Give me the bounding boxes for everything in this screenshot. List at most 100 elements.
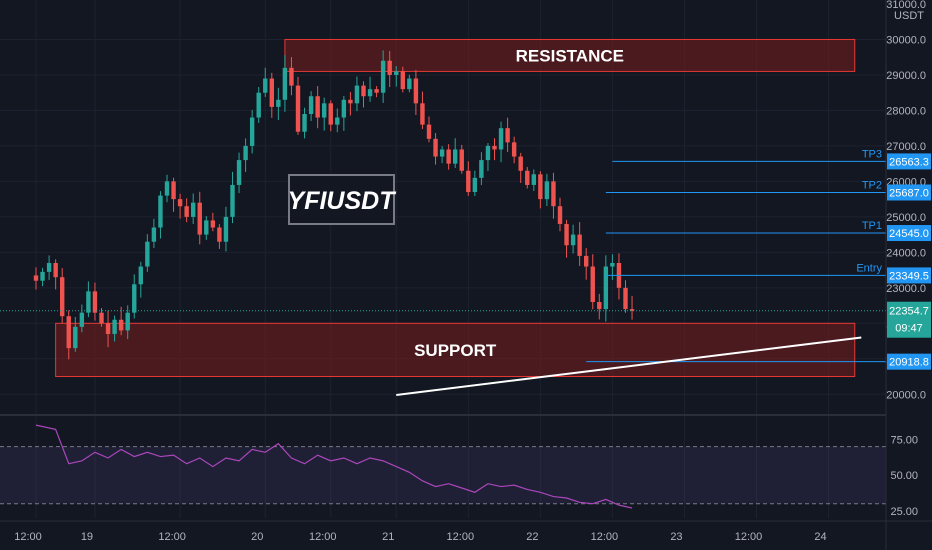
price-tick: 28000.0: [886, 105, 926, 117]
price-tick: 30000.0: [886, 34, 926, 46]
candle-body: [459, 149, 464, 171]
level-tag: 25687.0: [889, 187, 929, 199]
candle-body: [223, 216, 229, 242]
candle-body: [492, 145, 497, 150]
candle-body: [518, 156, 523, 171]
candle-body: [367, 89, 373, 97]
rsi-tick: 75.00: [890, 434, 918, 446]
candle-body: [629, 309, 635, 311]
candle-body: [570, 234, 576, 246]
price-tick: 23000.0: [886, 283, 926, 295]
candle-body: [33, 275, 39, 281]
price-tick: 27000.0: [886, 141, 926, 153]
candle-body: [276, 99, 281, 107]
symbol-label: YFIUSDT: [288, 187, 398, 215]
candle-body: [413, 78, 419, 104]
price-tick: 20000.0: [886, 389, 926, 401]
candle-body: [348, 99, 353, 104]
candle-body: [256, 92, 261, 118]
level-tag: 24545.0: [889, 228, 929, 240]
candle-body: [263, 78, 268, 93]
current-price-tag: 22354.7: [889, 306, 929, 318]
candle-body: [217, 227, 222, 242]
candle-body: [433, 138, 438, 157]
candle-body: [118, 319, 124, 331]
rsi-tick: 25.00: [890, 506, 918, 518]
candle-body: [584, 255, 589, 267]
time-tick: 12:00: [14, 531, 42, 543]
zone-label-resistance: RESISTANCE: [516, 46, 624, 65]
candle-body: [184, 206, 189, 217]
candle-body: [315, 96, 320, 118]
time-tick: 21: [382, 531, 394, 543]
candle-body: [597, 302, 602, 310]
time-tick: 12:00: [447, 531, 475, 543]
candle-body: [145, 241, 150, 267]
level-tag: 23349.5: [889, 270, 929, 282]
candle-body: [151, 227, 157, 242]
candle-countdown: 09:47: [895, 323, 923, 335]
candle-body: [551, 181, 556, 207]
candle-body: [466, 170, 471, 193]
candle-body: [53, 262, 58, 278]
candle-body: [282, 67, 288, 100]
candle-body: [177, 199, 183, 207]
overlay: YFIUSDT: [288, 174, 862, 396]
level-tag-bg: [887, 184, 931, 201]
price-tick: 25000.0: [886, 212, 926, 224]
time-tick: 19: [81, 531, 93, 543]
level-name-tp2: TP2: [862, 179, 882, 191]
candle-body: [158, 195, 163, 228]
level-name-tp1: TP1: [862, 220, 882, 232]
current-price-tag-bg: [887, 301, 931, 338]
candle-body: [446, 149, 451, 164]
candle-body: [79, 312, 85, 327]
candle-body: [40, 271, 45, 281]
level-tag: 20918.8: [889, 357, 929, 369]
time-tick: 20: [251, 531, 263, 543]
time-tick: 12:00: [158, 531, 186, 543]
candle-body: [577, 234, 582, 256]
level-tag-bg: [887, 225, 931, 242]
trendline: [396, 336, 862, 396]
candle-body: [112, 319, 117, 334]
levels: TP3 TP2 TP1 Entry: [0, 148, 886, 363]
candle-body: [197, 202, 202, 235]
candle-body: [498, 128, 504, 150]
candle-body: [426, 124, 432, 139]
candle-body: [138, 266, 143, 285]
candle-body: [171, 181, 176, 200]
rsi-line: [35, 424, 633, 509]
level-tag-bg: [887, 153, 931, 170]
time-tick: 12:00: [309, 531, 337, 543]
candle-body: [361, 85, 366, 97]
price-top-label: 31000.0: [886, 0, 926, 11]
zone-support: [55, 322, 856, 378]
candle-body: [86, 291, 91, 313]
candle-body: [354, 85, 360, 104]
candle-body: [60, 277, 65, 317]
candle-body: [479, 160, 484, 178]
time-tick: 12:00: [591, 531, 619, 543]
candle-body: [407, 78, 412, 90]
candle-body: [590, 266, 595, 303]
candle-body: [505, 128, 510, 143]
candle-body: [125, 312, 130, 331]
candle-body: [236, 160, 242, 185]
symbol-box: [288, 174, 395, 225]
candle-body: [380, 60, 386, 93]
candle-body: [269, 78, 274, 107]
candle-body: [394, 71, 399, 75]
candle-body: [46, 262, 52, 272]
candle-body: [341, 99, 347, 118]
candle-body: [525, 170, 530, 185]
candle-body: [105, 323, 111, 334]
price-tick: 24000.0: [886, 247, 926, 259]
candle-body: [249, 117, 255, 146]
rsi-band: [0, 446, 886, 504]
candle-body: [322, 103, 327, 118]
candle-body: [603, 266, 609, 310]
level-tag-bg: [887, 353, 931, 370]
